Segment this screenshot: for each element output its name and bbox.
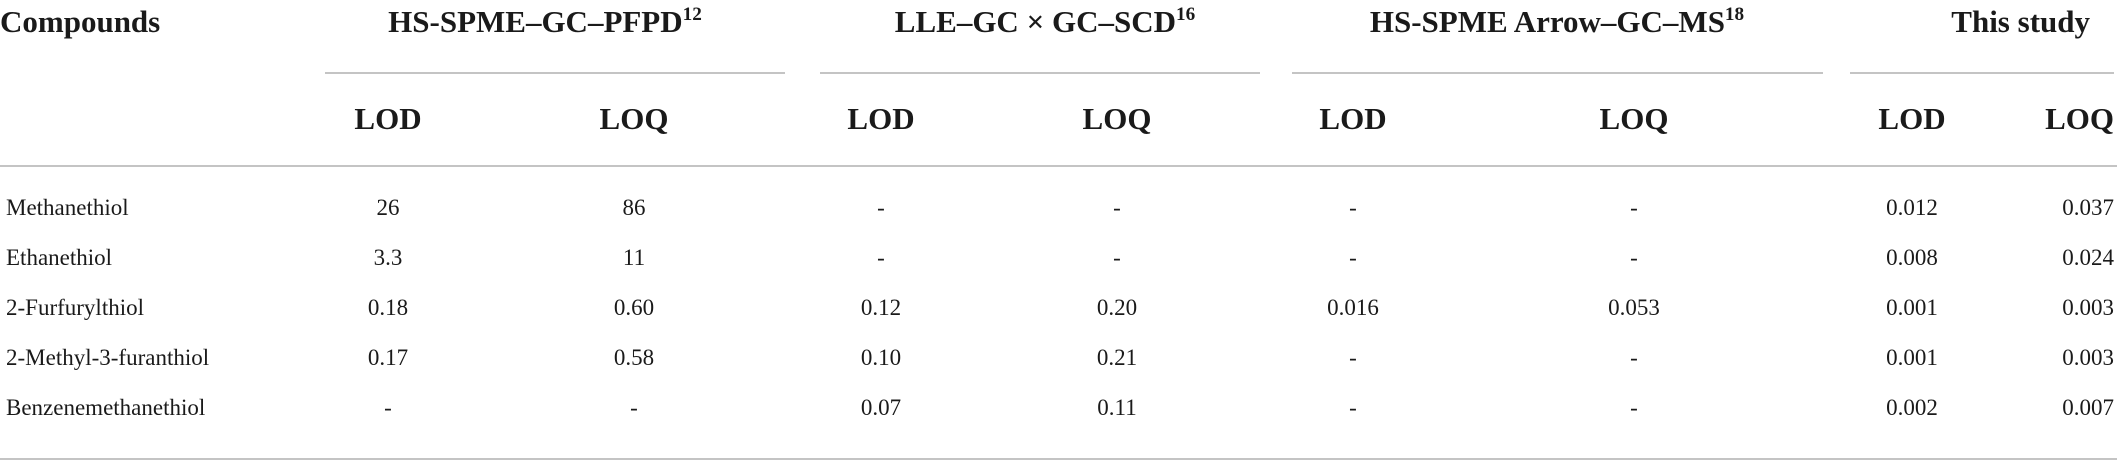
compound-name: 2-Furfurylthiol [6,295,144,320]
subheader-loq: LOQ [2045,101,2114,136]
value-cell: - [630,395,638,420]
value-cell: - [384,395,392,420]
value-cell: 0.053 [1608,295,1660,320]
value-cell: - [1113,245,1121,270]
group-header-lle-gc-gc-scd: LLE–GC × GC–SCD16 [894,4,1196,39]
compound-name: Benzenemethanethiol [6,395,206,420]
value-cell: 0.20 [1096,295,1138,320]
value-cell: - [1630,245,1638,270]
group-header-hs-spme-gc-pfpd: HS-SPME–GC–PFPD12 [388,4,702,39]
value-cell: 0.003 [2062,295,2114,320]
value-cell: 0.18 [367,295,409,320]
group-header-hs-spme-arrow-gc-ms: HS-SPME Arrow–GC–MS18 [1369,4,1745,39]
value-cell: 0.002 [1886,395,1938,420]
subheader-lod: LOD [1319,101,1387,136]
subheader-lod: LOD [847,101,915,136]
value-cell: 0.007 [2062,395,2114,420]
group-underline [1292,72,1823,74]
value-cell: - [877,245,885,270]
value-cell: 0.012 [1886,195,1938,220]
group-underline [1850,72,2114,74]
value-cell: 0.001 [1886,345,1938,370]
value-cell: - [1349,345,1357,370]
subheader-loq: LOQ [599,101,669,136]
header-divider [0,165,2117,167]
value-cell: 0.003 [2062,345,2114,370]
compounds-header: Compounds [0,4,161,39]
group-underline [325,72,785,74]
subheader-lod: LOD [354,101,422,136]
value-cell: 0.60 [613,295,655,320]
value-cell: 0.001 [1886,295,1938,320]
reference-superscript: 16 [1176,4,1196,26]
value-cell: - [1630,195,1638,220]
value-cell: - [1630,345,1638,370]
value-cell: 11 [622,245,646,270]
value-cell: 0.10 [860,345,902,370]
value-cell: - [1113,195,1121,220]
value-cell: 0.11 [1097,395,1137,420]
value-cell: 0.58 [613,345,655,370]
subheader-lod: LOD [1878,101,1946,136]
group-underline [820,72,1260,74]
value-cell: 86 [622,195,646,220]
value-cell: - [877,195,885,220]
subheader-loq: LOQ [1599,101,1669,136]
value-cell: 0.12 [860,295,902,320]
value-cell: 0.07 [860,395,902,420]
table-bottom-rule [0,458,2117,460]
value-cell: 0.17 [367,345,409,370]
group-header-this-study: This study [1951,4,2090,39]
value-cell: 26 [376,195,400,220]
reference-superscript: 12 [682,4,702,26]
subheader-loq: LOQ [1082,101,1152,136]
value-cell: - [1349,245,1357,270]
value-cell: 0.016 [1327,295,1379,320]
value-cell: 0.21 [1096,345,1138,370]
compound-name: Ethanethiol [6,245,113,270]
value-cell: - [1349,395,1357,420]
value-cell: - [1630,395,1638,420]
value-cell: - [1349,195,1357,220]
reference-superscript: 18 [1724,4,1745,26]
value-cell: 0.008 [1886,245,1938,270]
compound-name: Methanethiol [6,195,129,220]
compound-name: 2-Methyl-3-furanthiol [6,345,210,370]
value-cell: 0.037 [2062,195,2114,220]
value-cell: 3.3 [373,245,403,270]
value-cell: 0.024 [2062,245,2114,270]
